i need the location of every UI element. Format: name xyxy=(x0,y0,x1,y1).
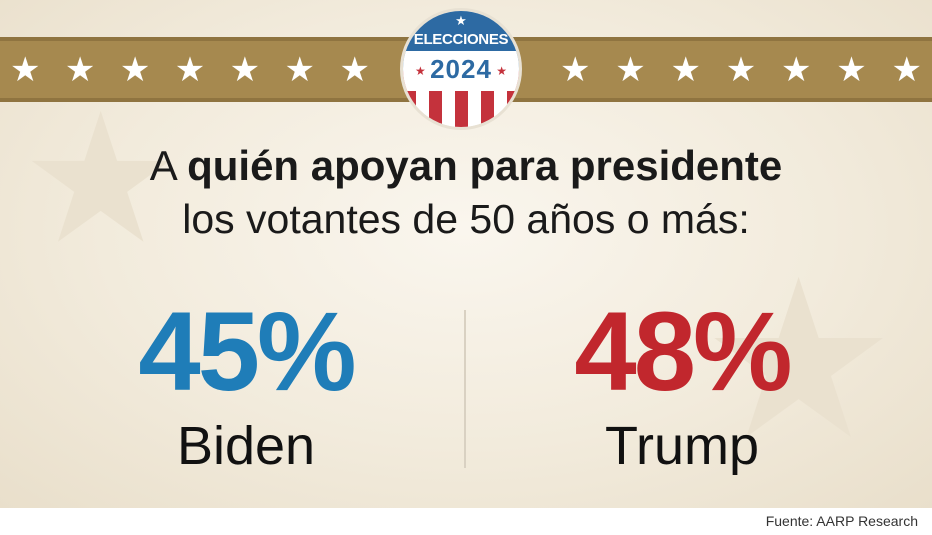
headline-line-1: A quién apoyan para presidente xyxy=(0,140,932,192)
badge-right-star-icon: ★ xyxy=(496,64,507,78)
badge-star-icon: ★ xyxy=(455,14,467,29)
white-star-icon: ★ xyxy=(119,49,151,90)
headline-line-2: los votantes de 50 años o más: xyxy=(182,196,750,242)
white-star-icon: ★ xyxy=(670,49,701,90)
white-star-icon: ★ xyxy=(10,49,41,90)
headline-regular-text: A xyxy=(149,142,176,189)
white-star-icon: ★ xyxy=(836,49,867,90)
headline-bold-text: quién apoyan para presidente xyxy=(187,142,783,189)
banner-stars-left: ★ ★ ★ ★ ★ ★ ★ xyxy=(10,41,370,98)
white-star-icon: ★ xyxy=(284,49,316,90)
result-trump: 48% Trump xyxy=(502,289,862,477)
badge-title: ELECCIONES xyxy=(413,31,509,48)
badge-white-band xyxy=(403,51,519,91)
white-star-icon: ★ xyxy=(339,49,370,90)
background-star-icon: ★ xyxy=(20,79,182,280)
result-percent: 45% xyxy=(138,289,356,414)
white-star-icon: ★ xyxy=(229,49,261,90)
white-star-icon: ★ xyxy=(725,49,757,90)
infographic-card: ★ ★ ★ ★ ★ ★ ★ ★ ★ ★ ★ ★ ★ ★ ★ ★ ★ ELECCI… xyxy=(0,0,932,508)
background-star-icon: ★ xyxy=(700,237,898,483)
white-star-icon: ★ xyxy=(615,49,646,90)
result-percent: 48% xyxy=(574,289,792,414)
badge-left-star-icon: ★ xyxy=(415,64,426,78)
result-biden: 45% Biden xyxy=(66,289,426,477)
headline: A quién apoyan para presidente los votan… xyxy=(0,140,932,246)
elections-2024-badge: ★ ELECCIONES ★ 2024 ★ xyxy=(400,8,522,130)
white-star-icon: ★ xyxy=(174,49,206,90)
white-star-icon: ★ xyxy=(560,49,591,90)
stars-banner: ★ ★ ★ ★ ★ ★ ★ ★ ★ ★ ★ ★ ★ ★ xyxy=(0,37,932,102)
candidate-name: Biden xyxy=(176,416,316,476)
badge-year: 2024 xyxy=(430,54,492,84)
banner-stars-right: ★ ★ ★ ★ ★ ★ ★ xyxy=(560,41,922,98)
white-star-icon: ★ xyxy=(781,49,812,90)
candidate-name: Trump xyxy=(604,416,759,476)
white-star-icon: ★ xyxy=(64,49,96,90)
results-divider xyxy=(464,310,466,468)
white-star-icon: ★ xyxy=(891,49,922,90)
source-credit: Fuente: AARP Research xyxy=(765,513,918,529)
